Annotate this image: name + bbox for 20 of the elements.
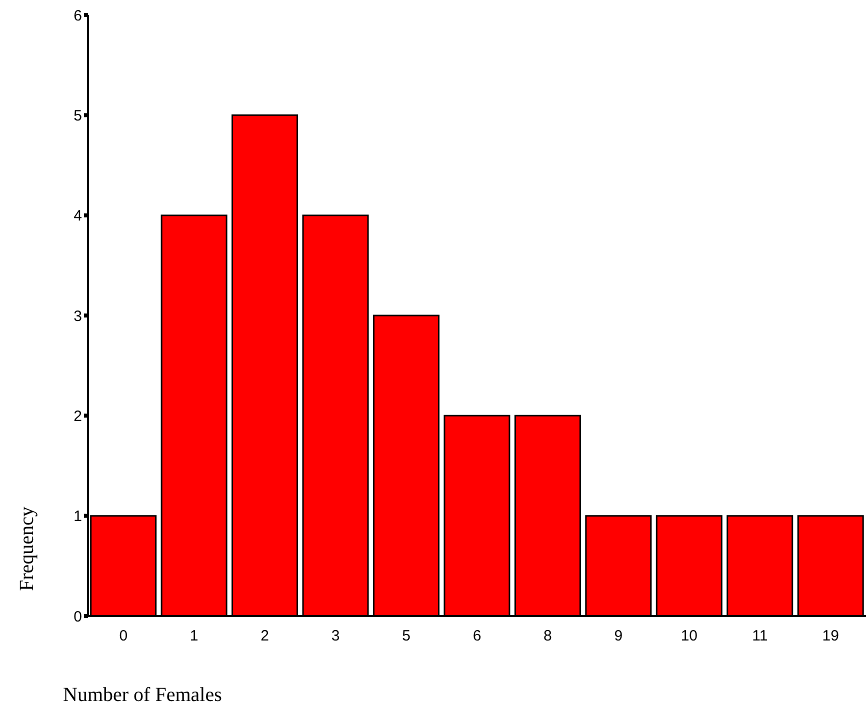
y-tick-label: 0	[74, 608, 82, 626]
y-tick-label: 1	[74, 508, 82, 526]
x-tick-label: 5	[402, 628, 410, 645]
y-tick-label: 5	[74, 107, 82, 124]
x-tick-label: 10	[680, 628, 698, 645]
x-tick-label: 6	[472, 628, 482, 645]
x-tick-label: 0	[119, 628, 128, 645]
y-tick-label: 2	[74, 408, 82, 425]
x-tick-label: 9	[614, 628, 623, 645]
y-tick-label: 6	[74, 7, 82, 24]
x-tick-label: 1	[190, 628, 198, 645]
y-tick-label: 4	[74, 208, 82, 225]
x-tick-label: 8	[544, 628, 552, 645]
x-tick-label: 3	[331, 628, 340, 645]
x-tick-label: 11	[752, 628, 768, 645]
x-tick-label: 19	[822, 628, 839, 645]
y-tick-label: 3	[74, 308, 82, 325]
x-axis-title: Number of Females	[63, 684, 222, 706]
x-tick-label: 2	[260, 628, 269, 645]
y-axis-title: Frequency	[16, 506, 38, 591]
